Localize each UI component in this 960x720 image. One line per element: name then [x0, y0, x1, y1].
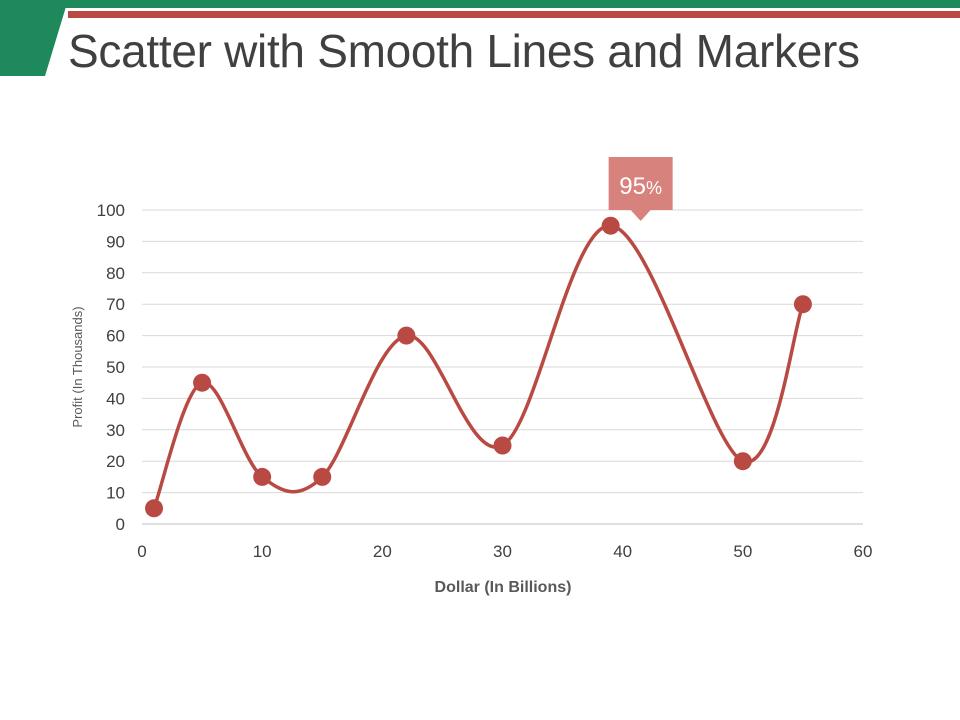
y-tick-label: 30: [106, 421, 125, 440]
y-tick-label: 70: [106, 295, 125, 314]
y-axis-label: Profit (In Thousands): [70, 306, 85, 427]
data-point-6: [493, 436, 512, 455]
callout-value: 95%: [619, 173, 662, 200]
callout-shape: [608, 157, 673, 221]
x-tick-label: 40: [613, 542, 632, 561]
slide-title: Scatter with Smooth Lines and Markers: [68, 25, 860, 77]
series-line-group: [152, 223, 805, 511]
x-tick-label: 10: [253, 542, 272, 561]
x-tick-label: 60: [854, 542, 873, 561]
y-tick-label: 0: [116, 515, 125, 534]
x-tick-label: 50: [733, 542, 752, 561]
x-axis-label: Dollar (In Billions): [435, 579, 572, 596]
y-tick-label: 50: [106, 358, 125, 377]
x-tick-label: 20: [373, 542, 392, 561]
header-red-stripe: [68, 11, 960, 18]
data-point-3: [253, 467, 272, 486]
callout-number: 95: [619, 173, 646, 200]
y-tick-label: 80: [106, 264, 125, 283]
data-point-1: [145, 499, 164, 518]
header-green-stripe: [0, 0, 960, 8]
corner-accent-shape: [0, 0, 68, 76]
x-tick-label: 0: [137, 542, 146, 561]
y-tick-label: 90: [106, 232, 125, 251]
data-point-8: [733, 452, 752, 471]
series-markers: [145, 216, 812, 518]
callout-suffix: %: [646, 178, 662, 198]
x-tick-label: 30: [493, 542, 512, 561]
y-tick-label: 10: [106, 484, 125, 503]
gridlines: [142, 209, 863, 525]
series-line: [152, 223, 805, 511]
data-point-4: [313, 467, 332, 486]
data-point-5: [397, 326, 416, 345]
x-axis-ticks: 0 10 20 30 40 50 60: [137, 542, 872, 561]
y-tick-label: 100: [97, 201, 125, 220]
data-point-7: [601, 216, 620, 235]
y-axis-ticks: 0 10 20 30 40 50 60 70 80 90 100: [97, 201, 125, 534]
y-tick-label: 40: [106, 389, 125, 408]
y-tick-label: 20: [106, 452, 125, 471]
data-point-2: [193, 373, 212, 392]
data-callout: 95%: [608, 157, 673, 221]
data-point-9: [793, 295, 812, 314]
y-tick-label: 60: [106, 327, 125, 346]
